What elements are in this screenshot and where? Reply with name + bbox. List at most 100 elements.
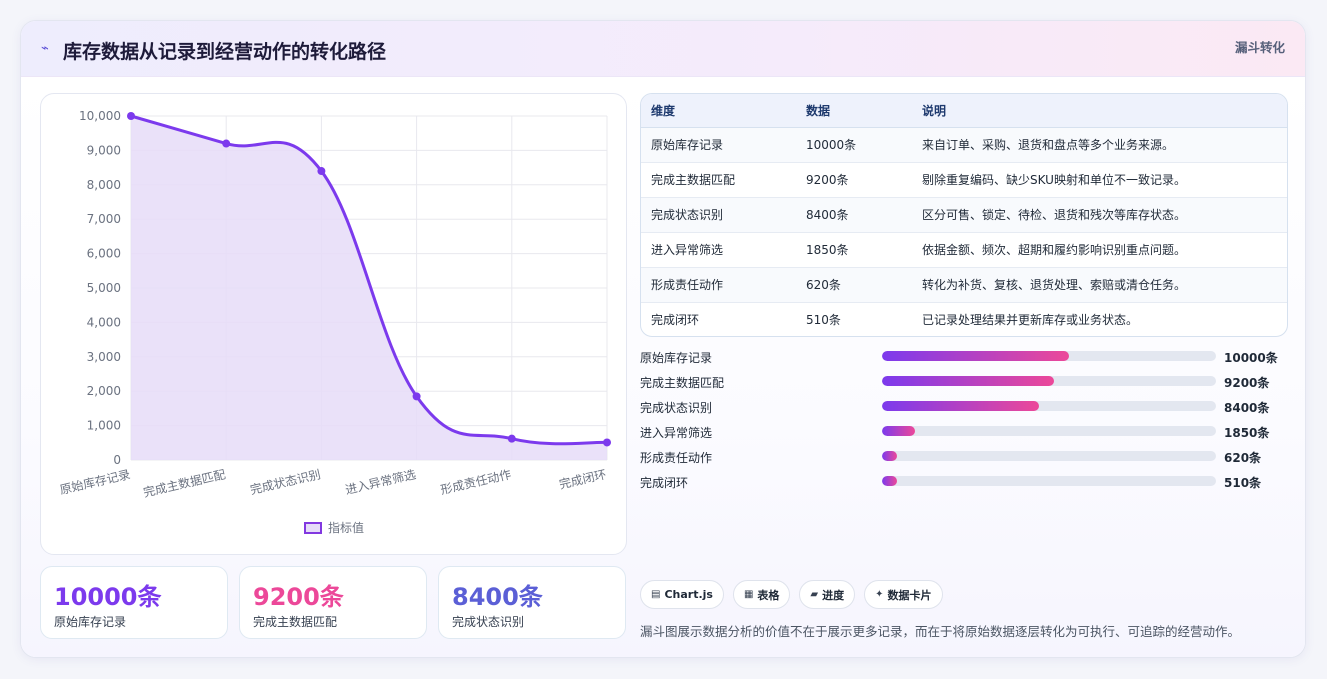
progress-label: 完成主数据匹配: [640, 376, 725, 390]
progress-row: 完成闭环 510条: [640, 472, 1288, 497]
progress-fill: [882, 476, 898, 486]
table-cell: 来自订单、采购、退货和盘点等多个业务来源。: [912, 127, 1287, 163]
y-tick-label: 9,000: [87, 143, 121, 157]
table-cell: 进入异常筛选: [641, 232, 796, 268]
table-cell: 1850条: [796, 232, 912, 268]
x-tick-label: 原始库存记录: [58, 466, 132, 497]
chip-label: 表格: [757, 588, 780, 602]
table-cell: 完成主数据匹配: [641, 162, 796, 198]
stat-label: 完成状态识别: [452, 615, 525, 629]
stat-card-raw: 10000条 原始库存记录: [40, 566, 228, 639]
progress-track: [882, 476, 1216, 486]
table-cell: 10000条: [796, 127, 912, 163]
data-point: [222, 139, 231, 148]
stat-value: 9200条: [253, 583, 344, 611]
progress-fill: [882, 401, 1039, 411]
table-row: 完成状态识别 8400条 区分可售、锁定、待检、退货和残次等库存状态。: [641, 197, 1287, 233]
progress-track: [882, 451, 1216, 461]
content-area: 10,000 9,000 8,000 7,000 6,000 5,000 4,000 3,00…: [21, 77, 1305, 657]
stat-label: 原始库存记录: [54, 615, 127, 629]
progress-value: 510条: [1224, 476, 1262, 490]
y-tick-label: 2,000: [87, 384, 121, 398]
x-tick-label: 形成责任动作: [439, 467, 512, 497]
chip-label: 进度: [822, 588, 845, 602]
table-row: 完成闭环 510条 已记录处理结果并更新库存或业务状态。: [641, 302, 1287, 336]
table-row: 进入异常筛选 1850条 依据金额、频次、超期和履约影响识别重点问题。: [641, 232, 1287, 268]
x-tick-label: 完成状态识别: [249, 466, 323, 497]
stat-card-matched: 9200条 完成主数据匹配: [239, 566, 427, 639]
table-cell: 依据金额、频次、超期和履约影响识别重点问题。: [912, 232, 1287, 268]
series-area: [131, 116, 607, 460]
x-tick-label: 完成主数据匹配: [142, 466, 227, 500]
data-point: [412, 392, 421, 401]
progress-fill: [882, 451, 898, 461]
progress-track: [882, 376, 1216, 386]
table-cell: 620条: [796, 267, 912, 303]
progress-icon: ▰: [810, 589, 819, 600]
summary-text: 漏斗图展示数据分析的价值不在于展示更多记录，而在于将原始数据逐层转化为可执行、可…: [640, 624, 1241, 639]
legend-label: 指标值: [328, 521, 365, 535]
table-cell: 转化为补货、复核、退货处理、索赔或清仓任务。: [912, 267, 1287, 303]
chip-label: Chart.js: [664, 588, 713, 601]
y-tick-label: 5,000: [87, 281, 121, 295]
progress-label: 进入异常筛选: [640, 426, 713, 440]
y-tick-label: 0: [113, 453, 121, 467]
page-title: 库存数据从记录到经营动作的转化路径: [63, 41, 387, 63]
progress-row: 进入异常筛选 1850条: [640, 422, 1288, 447]
chart-icon: ▤: [651, 589, 661, 600]
progress-row: 形成责任动作 620条: [640, 447, 1288, 472]
chart-legend[interactable]: 指标值: [304, 519, 364, 536]
stat-label: 完成主数据匹配: [253, 615, 338, 629]
table-cell: 完成状态识别: [641, 197, 796, 233]
stat-card-status: 8400条 完成状态识别: [438, 566, 626, 639]
table-cell: 9200条: [796, 162, 912, 198]
y-tick-label: 3,000: [87, 350, 121, 364]
y-tick-label: 1,000: [87, 419, 121, 433]
progress-list: 原始库存记录 10000条 完成主数据匹配 9200条 完成状态识别 8400条…: [640, 347, 1288, 497]
line-chart-panel: 10,000 9,000 8,000 7,000 6,000 5,000 4,000 3,00…: [40, 93, 627, 555]
table-row: 完成主数据匹配 9200条 剔除重复编码、缺少SKU映射和单位不一致记录。: [641, 162, 1287, 198]
table-cell: 区分可售、锁定、待检、退货和残次等库存状态。: [912, 197, 1287, 233]
progress-value: 8400条: [1224, 401, 1270, 415]
chip-progress[interactable]: ▰ 进度: [799, 580, 856, 609]
sparkle-icon: ✦: [875, 589, 884, 600]
data-point: [317, 167, 326, 176]
column-header-description: 说明: [912, 94, 1287, 128]
table-cell: 完成闭环: [651, 313, 700, 328]
stat-value: 10000条: [54, 583, 162, 611]
progress-track: [882, 401, 1216, 411]
progress-fill: [882, 376, 1054, 386]
chip-data-card[interactable]: ✦ 数据卡片: [864, 580, 943, 609]
table-icon: ▦: [743, 589, 754, 600]
y-tick-label: 4,000: [87, 315, 121, 329]
y-tick-label: 10,000: [79, 109, 121, 123]
progress-value: 9200条: [1224, 376, 1270, 390]
progress-fill: [882, 351, 1070, 361]
progress-label: 完成状态识别: [640, 401, 713, 415]
progress-row: 完成主数据匹配 9200条: [640, 372, 1288, 397]
table-cell: 形成责任动作: [641, 267, 796, 303]
progress-value: 620条: [1224, 451, 1262, 465]
progress-track: [882, 351, 1216, 361]
progress-fill: [882, 426, 916, 436]
progress-row: 原始库存记录 10000条: [640, 347, 1288, 372]
table-cell: 8400条: [796, 197, 912, 233]
y-tick-label: 8,000: [87, 178, 121, 192]
table-cell: 已记录处理结果并更新库存或业务状态。: [922, 313, 1139, 328]
header: ⌁ 库存数据从记录到经营动作的转化路径 漏斗转化: [21, 21, 1305, 77]
table-row: 原始库存记录 10000条 来自订单、采购、退货和盘点等多个业务来源。: [641, 127, 1287, 163]
x-tick-label: 完成闭环: [558, 466, 608, 491]
table-cell: 剔除重复编码、缺少SKU映射和单位不一致记录。: [912, 162, 1287, 198]
data-point: [127, 112, 135, 120]
legend-swatch: [304, 521, 322, 534]
trend-icon: ⌁: [41, 41, 49, 56]
data-point: [507, 434, 516, 443]
stat-value: 8400条: [452, 583, 543, 611]
data-table: 维度 数据 说明 原始库存记录 10000条 来自订单、采购、退货和盘点等多个业…: [641, 94, 1287, 336]
chip-chartjs[interactable]: ▤ Chart.js: [640, 580, 724, 609]
chip-table[interactable]: ▦ 表格: [732, 580, 791, 609]
y-tick-label: 6,000: [87, 247, 121, 261]
progress-label: 形成责任动作: [640, 451, 713, 465]
column-header-dimension: 维度: [641, 94, 796, 128]
line-chart: 10,000 9,000 8,000 7,000 6,000 5,000 4,000 3,00…: [58, 109, 611, 500]
